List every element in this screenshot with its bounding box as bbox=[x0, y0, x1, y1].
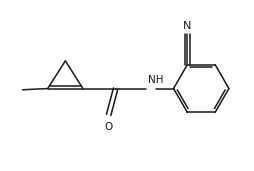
Text: O: O bbox=[104, 122, 113, 132]
Text: N: N bbox=[183, 21, 192, 31]
Text: NH: NH bbox=[148, 75, 163, 85]
